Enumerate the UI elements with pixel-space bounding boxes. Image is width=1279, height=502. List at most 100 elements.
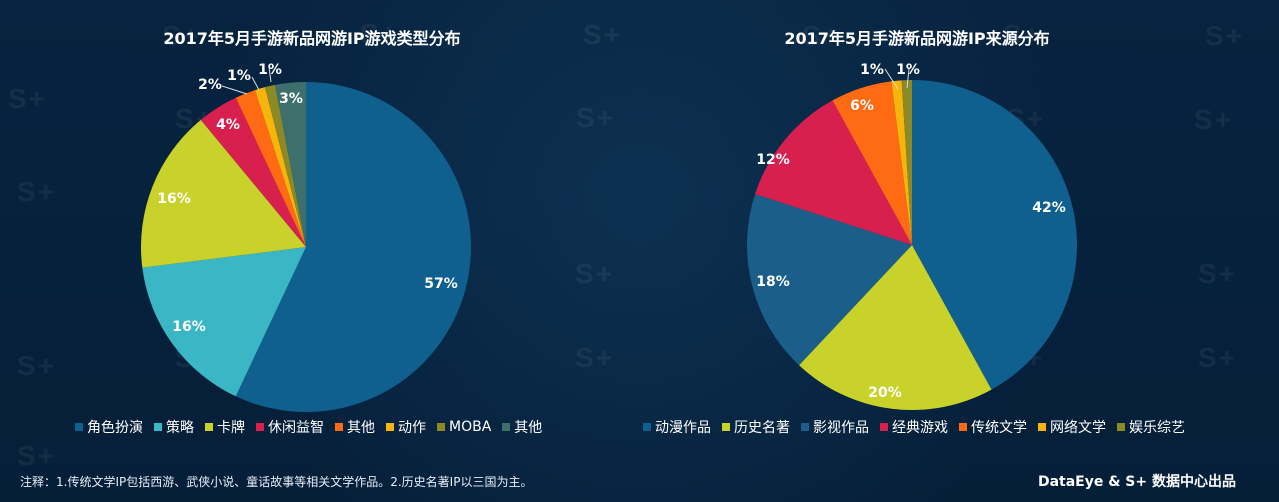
watermark-mark: S+ xyxy=(1205,20,1245,51)
legend-left: 角色扮演 策略 卡牌 休闲益智 其他 动作 MOBA 其他 xyxy=(75,417,542,437)
pie-slice-2-7 xyxy=(901,80,912,245)
left-legend-swatch-5 xyxy=(335,423,343,431)
watermark-mark: S+ xyxy=(583,19,623,50)
right-legend-label-3: 影视作品 xyxy=(813,420,869,436)
pie-label-1-8: 3% xyxy=(279,91,303,107)
pie-slice-2-5 xyxy=(832,81,912,245)
pie-slice-1-6 xyxy=(255,87,306,247)
left-legend-swatch-8 xyxy=(502,423,511,431)
pie-label-2-5: 6% xyxy=(850,98,874,114)
footer-note: 注释：1.传统文学IP包括西游、武侠小说、童话故事等相关文学作品。2.历史名著I… xyxy=(20,475,533,489)
pie-slice-1-1 xyxy=(235,82,471,412)
left-legend-swatch-2 xyxy=(154,423,162,431)
right-legend-item-7: 娱乐综艺 xyxy=(1117,417,1185,437)
left-legend-label-6: 动作 xyxy=(398,420,426,436)
watermark-mark: S+ xyxy=(1194,104,1234,135)
leader-line-1-1 xyxy=(221,85,248,95)
left-legend-item-7: MOBA xyxy=(437,417,491,437)
leader-label-2-1: 1% xyxy=(860,62,884,78)
right-legend-label-1: 动漫作品 xyxy=(655,420,711,436)
right-legend-swatch-5 xyxy=(959,423,967,431)
right-legend-item-6: 网络文学 xyxy=(1038,417,1106,437)
right-legend-item-3: 影视作品 xyxy=(801,417,869,437)
right-legend-label-4: 经典游戏 xyxy=(892,420,948,436)
right-legend-label-7: 娱乐综艺 xyxy=(1129,420,1185,436)
leader-line-1-3 xyxy=(268,66,272,83)
watermark-mark: S+ xyxy=(1198,258,1238,289)
left-legend-swatch-4 xyxy=(256,423,264,431)
footer-brand: DataEye & S+ 数据中心出品 xyxy=(1037,474,1236,490)
chart-title-right: 2017年5月手游新品网游IP来源分布 xyxy=(784,29,1050,48)
watermark-mark: S+ xyxy=(175,258,215,289)
left-legend-swatch-7 xyxy=(437,423,445,431)
pie-label-2-2: 20% xyxy=(868,385,902,401)
left-legend-label-2: 策略 xyxy=(166,420,194,436)
left-legend-item-6: 动作 xyxy=(386,417,426,437)
pie-label-2-4: 12% xyxy=(756,152,790,168)
right-legend-item-1: 动漫作品 xyxy=(643,417,711,437)
right-legend-item-4: 经典游戏 xyxy=(880,417,948,437)
watermark-mark: S+ xyxy=(575,342,615,373)
leader-line-2-1 xyxy=(884,68,899,90)
pie-slice-2-2 xyxy=(799,245,992,411)
watermark-mark: S+ xyxy=(1006,103,1046,134)
watermark-mark: S+ xyxy=(1005,258,1045,289)
pie-slice-1-2 xyxy=(142,247,306,397)
left-legend-item-3: 卡牌 xyxy=(205,417,245,437)
right-legend-swatch-3 xyxy=(801,423,809,431)
left-legend-item-2: 策略 xyxy=(154,417,194,437)
leader-label-1-1: 2% xyxy=(198,77,222,93)
watermark-mark: S+ xyxy=(17,350,57,381)
watermark-mark: S+ xyxy=(17,440,57,471)
left-legend-swatch-1 xyxy=(75,423,83,431)
pie-slice-1-7 xyxy=(264,84,306,247)
pie-label-1-3: 16% xyxy=(157,191,191,207)
pie-slice-2-1 xyxy=(912,80,1077,390)
pie-slice-1-8 xyxy=(275,82,306,247)
watermark-mark: S+ xyxy=(1198,342,1238,373)
pie-label-1-4: 4% xyxy=(216,117,240,133)
right-legend-swatch-4 xyxy=(880,423,888,431)
right-legend-swatch-1 xyxy=(643,423,651,431)
pie-label-1-2: 16% xyxy=(172,319,206,335)
leader-label-1-3: 1% xyxy=(258,62,282,78)
leader-label-2-2: 1% xyxy=(896,62,920,78)
pie-slice-1-4 xyxy=(200,97,306,247)
leader-line-2-2 xyxy=(906,68,910,89)
left-legend-swatch-3 xyxy=(205,423,213,431)
right-legend-item-5: 传统文学 xyxy=(959,417,1027,437)
left-legend-item-1: 角色扮演 xyxy=(75,417,143,437)
pie-chart-1: 57% 16% 16% 4% 3% 2% 1% 1% xyxy=(141,62,471,412)
watermark-mark: S+ xyxy=(175,342,215,373)
legend-right: 动漫作品 历史名著 影视作品 经典游戏 传统文学 网络文学 娱乐综艺 xyxy=(643,417,1185,437)
left-legend-swatch-6 xyxy=(386,423,394,431)
pie-slice-2-4 xyxy=(755,100,912,246)
pie-label-2-1: 42% xyxy=(1032,200,1066,216)
right-legend-label-5: 传统文学 xyxy=(971,420,1027,436)
pie-label-1-1: 57% xyxy=(424,276,458,292)
pie-label-2-3: 18% xyxy=(756,274,790,290)
right-legend-swatch-6 xyxy=(1038,423,1046,431)
left-legend-label-7: MOBA xyxy=(449,419,492,435)
right-legend-item-2: 历史名著 xyxy=(722,417,790,437)
left-legend-label-8: 其他 xyxy=(514,420,543,436)
left-legend-label-1: 角色扮演 xyxy=(87,420,143,436)
pie-slice-1-5 xyxy=(235,90,306,247)
left-legend-item-8: 其他 xyxy=(502,417,542,437)
left-legend-item-4: 休闲益智 xyxy=(256,417,324,437)
watermark-mark: S+ xyxy=(575,258,615,289)
right-legend-swatch-2 xyxy=(722,423,730,431)
watermark-mark: S+ xyxy=(1005,342,1045,373)
left-legend-item-5: 其他 xyxy=(335,417,375,437)
left-legend-label-5: 其他 xyxy=(347,420,375,436)
leader-label-1-2: 1% xyxy=(227,68,251,84)
pie-slice-2-6 xyxy=(891,80,912,245)
right-legend-label-6: 网络文学 xyxy=(1050,420,1106,436)
left-legend-label-4: 休闲益智 xyxy=(268,420,324,436)
watermark-mark: S+ xyxy=(175,103,215,134)
leader-line-1-2 xyxy=(251,76,260,91)
left-legend-label-3: 卡牌 xyxy=(217,420,245,436)
pie-slice-2-3 xyxy=(747,194,912,366)
right-legend-swatch-7 xyxy=(1117,423,1125,431)
